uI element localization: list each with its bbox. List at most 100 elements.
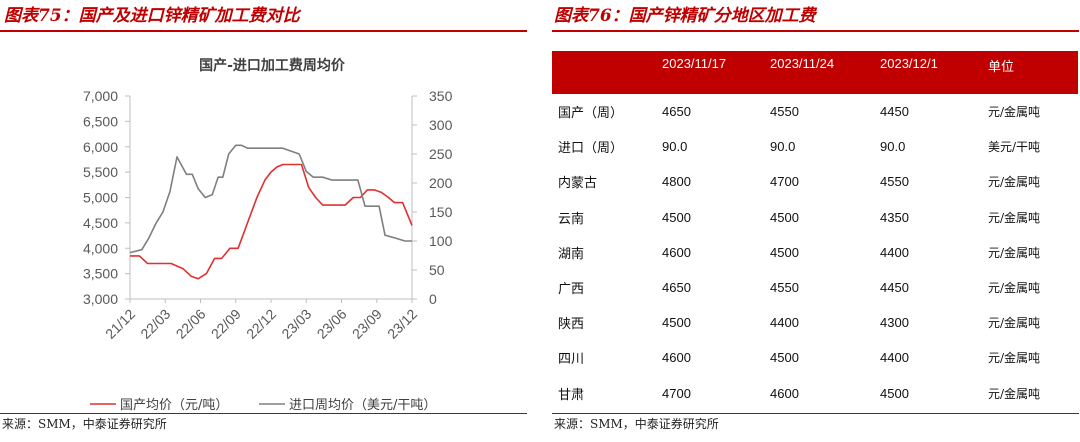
- table-row: 甘肃 4700 4600 4500 元/金属吨: [552, 376, 1078, 411]
- table-cell-unit: 元/金属吨: [988, 245, 1041, 260]
- table-header-region: [552, 51, 656, 94]
- table-cell-unit: 元/金属吨: [988, 210, 1041, 225]
- x-tick-label: 22/09: [208, 306, 244, 342]
- table-cell-unit: 元/金属吨: [988, 281, 1041, 296]
- table-cell-value-2: 4550: [770, 104, 799, 120]
- table-cell-value-1: 4600: [662, 350, 691, 366]
- table-cell-value-3: 4450: [880, 104, 909, 120]
- table-row: 广西 4650 4550 4450 元/金属吨: [552, 270, 1078, 305]
- table-cell-value-3: 4500: [880, 385, 909, 401]
- right-title-rule: [552, 30, 1079, 32]
- x-tick-label: 23/03: [278, 306, 314, 342]
- table-cell-value-1: 4700: [662, 385, 691, 401]
- domestic-price-line: [130, 163, 413, 280]
- table-cell-value-1: 4650: [662, 104, 691, 120]
- table-cell-value-3: 4350: [880, 209, 909, 225]
- table-row: 进口（周） 90.0 90.0 90.0 美元/干吨: [552, 129, 1078, 164]
- table-cell-value-1: 4650: [662, 280, 691, 296]
- table-cell-value-2: 4500: [770, 209, 799, 225]
- right-source-note: 来源：SMM，中泰证券研究所: [554, 417, 719, 431]
- left-tick-label: 4,000: [83, 240, 118, 256]
- table-cell-value-3: 4300: [880, 315, 909, 331]
- x-tick-label: 22/12: [243, 306, 279, 342]
- x-tick-label: 23/09: [349, 306, 385, 342]
- table-header-date-2: 2023/11/24: [764, 51, 874, 94]
- right-tick-label: 200: [429, 175, 453, 191]
- left-tick-label: 6,000: [83, 139, 118, 155]
- table-cell-value-1: 4500: [662, 209, 691, 225]
- table-row: 云南 4500 4500 4350 元/金属吨: [552, 200, 1078, 235]
- table-cell-value-1: 90.0: [662, 139, 688, 155]
- left-title-rule: [0, 30, 527, 32]
- left-figure-panel: 图表75：国产及进口锌精矿加工费对比 国产-进口加工费周均价 7,000 6,50…: [0, 0, 527, 442]
- table-cell-value-3: 4400: [880, 244, 909, 260]
- table-cell-value-2: 4550: [770, 280, 799, 296]
- legend-import-label: 进口周均价（美元/干吨）: [289, 398, 436, 412]
- x-tick-label: 21/12: [102, 306, 138, 342]
- table-header-date-3: 2023/12/1: [874, 51, 982, 94]
- table-cell-value-2: 90.0: [770, 139, 796, 155]
- right-tick-label: 150: [429, 204, 453, 220]
- right-source-rule: [552, 413, 1079, 414]
- x-tick-label: 23/12: [384, 306, 420, 342]
- table-cell-value-1: 4800: [662, 174, 691, 190]
- legend-domestic-label: 国产均价（元/吨）: [120, 398, 228, 412]
- left-source-rule: [0, 413, 527, 414]
- left-tick-label: 5,000: [83, 190, 118, 206]
- table-cell-value-1: 4600: [662, 244, 691, 260]
- table-cell-region: 内蒙古: [558, 176, 598, 192]
- table-cell-region: 陕西: [558, 317, 585, 333]
- x-tick-label: 23/06: [314, 306, 350, 342]
- x-tick-label: 22/03: [137, 306, 173, 342]
- table-body: 国产（周） 4650 4550 4450 元/金属吨 进口（周） 90.0 90.0 90.0 美…: [552, 94, 1078, 411]
- x-axis: 21/12 22/03 22/06 22/09 22/12 23/03 23/06 23/09…: [102, 298, 420, 342]
- chart-legend: 国产均价（元/吨） 进口周均价（美元/干吨）: [90, 398, 436, 412]
- regional-fee-table: 2023/11/17 2023/11/24 2023/12/1 单位 国产（周）…: [552, 51, 1078, 411]
- table-row: 四川 4600 4500 4400 元/金属吨: [552, 340, 1078, 375]
- right-tick-label: 50: [429, 262, 445, 278]
- table-cell-region: 四川: [558, 352, 585, 368]
- table-header-unit: 单位: [982, 51, 1078, 94]
- table-row: 陕西 4500 4400 4300 元/金属吨: [552, 305, 1078, 340]
- left-tick-label: 3,000: [83, 291, 118, 307]
- left-y-axis: 7,000 6,500 6,000 5,500 5,000 4,500 4,000 3,500…: [83, 88, 131, 307]
- table-cell-unit: 元/金属吨: [988, 105, 1041, 120]
- table-cell-unit: 元/金属吨: [988, 351, 1041, 366]
- line-chart: 国产-进口加工费周均价 7,000 6,500 6,000 5,500 5,000 4,5…: [83, 57, 453, 412]
- table-cell-value-3: 4550: [880, 174, 909, 190]
- table-cell-value-2: 4500: [770, 350, 799, 366]
- table-cell-unit: 元/金属吨: [988, 175, 1041, 190]
- table-header-row: 2023/11/17 2023/11/24 2023/12/1 单位: [552, 51, 1078, 94]
- right-tick-label: 350: [429, 88, 453, 104]
- table-cell-unit: 美元/干吨: [988, 140, 1041, 155]
- right-y-axis: 350 300 250 200 150 100 50 0: [411, 88, 453, 307]
- table-cell-region: 云南: [558, 211, 585, 227]
- table-row: 国产（周） 4650 4550 4450 元/金属吨: [552, 94, 1078, 129]
- x-tick-label: 22/06: [173, 306, 209, 342]
- left-tick-label: 5,500: [83, 164, 118, 180]
- right-tick-label: 300: [429, 117, 453, 133]
- right-tick-label: 0: [429, 291, 437, 307]
- table-cell-value-2: 4600: [770, 385, 799, 401]
- right-figure-title: 图表76：国产锌精矿分地区加工费: [554, 6, 816, 26]
- table-cell-region: 广西: [558, 282, 585, 298]
- table-cell-region: 进口（周）: [558, 141, 624, 157]
- right-tick-label: 250: [429, 146, 453, 162]
- table-cell-region: 湖南: [558, 246, 585, 262]
- left-tick-label: 4,500: [83, 215, 118, 231]
- table-row: 内蒙古 4800 4700 4550 元/金属吨: [552, 164, 1078, 199]
- plot-lines: [129, 144, 413, 280]
- table-cell-value-1: 4500: [662, 315, 691, 331]
- left-tick-label: 3,500: [83, 266, 118, 282]
- left-tick-label: 6,500: [83, 113, 118, 129]
- right-tick-label: 100: [429, 233, 453, 249]
- table-cell-region: 甘肃: [558, 387, 585, 403]
- table-cell-value-2: 4400: [770, 315, 799, 331]
- table-cell-region: 国产（周）: [558, 106, 624, 122]
- table-cell-value-2: 4500: [770, 244, 799, 260]
- table-cell-value-3: 90.0: [880, 139, 906, 155]
- right-figure-panel: 图表76：国产锌精矿分地区加工费 2023/11/17 2023/11/24 2…: [552, 0, 1080, 442]
- left-tick-label: 7,000: [83, 88, 118, 104]
- table-row: 湖南 4600 4500 4400 元/金属吨: [552, 235, 1078, 270]
- chart-title: 国产-进口加工费周均价: [199, 57, 346, 74]
